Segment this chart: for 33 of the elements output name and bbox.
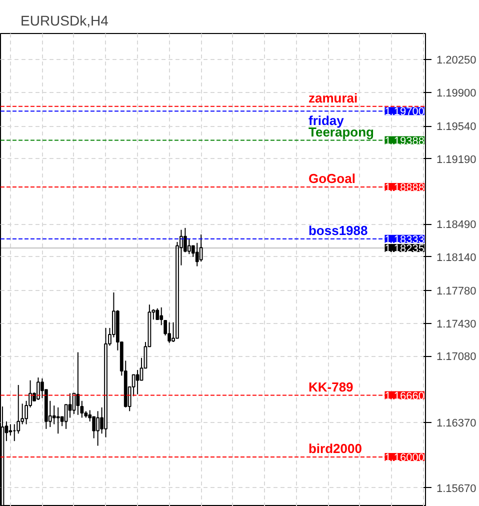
y-tick-label: 1.15670 xyxy=(436,482,476,495)
ref-line-label: boss1988 xyxy=(308,222,368,238)
candlestick xyxy=(36,377,40,400)
candlestick xyxy=(156,308,160,320)
candlestick xyxy=(56,406,60,434)
candlestick xyxy=(184,227,187,253)
annotation: 1.18235 xyxy=(384,243,425,256)
y-tick-label: 1.19540 xyxy=(436,121,476,134)
annotation: 1.16660 xyxy=(384,390,425,402)
annotation: 1.18888 xyxy=(384,182,425,194)
candlestick xyxy=(68,392,72,418)
y-tick-label: 1.17430 xyxy=(436,318,476,330)
annotation: 1.16000 xyxy=(384,452,425,464)
ref-line-label: GoGoal xyxy=(308,170,356,186)
y-tick-label: 1.17780 xyxy=(436,286,476,298)
ref-line-label: bird2000 xyxy=(308,440,362,456)
candlestick xyxy=(168,322,171,344)
y-tick-label: 1.20250 xyxy=(436,54,476,67)
y-tick-label: 1.17080 xyxy=(436,351,476,363)
candlestick xyxy=(96,410,100,446)
y-tick-label: 1.18490 xyxy=(436,219,476,232)
y-tick-label: 1.16370 xyxy=(436,417,476,430)
annotation: 1.19388 xyxy=(384,135,425,148)
ref-line-label: KK-789 xyxy=(308,379,354,394)
chart-title: EURUSDk,H4 xyxy=(20,12,109,28)
candlestick xyxy=(199,234,203,262)
y-tick-label: 1.19900 xyxy=(436,87,476,100)
candlestick xyxy=(187,238,191,255)
y-tick-label: 1.19190 xyxy=(436,154,476,166)
candlestick xyxy=(136,370,140,395)
y-tick-label: 1.18140 xyxy=(436,252,476,264)
candlestick xyxy=(64,404,68,430)
ref-line-label: zamurai xyxy=(308,90,358,106)
